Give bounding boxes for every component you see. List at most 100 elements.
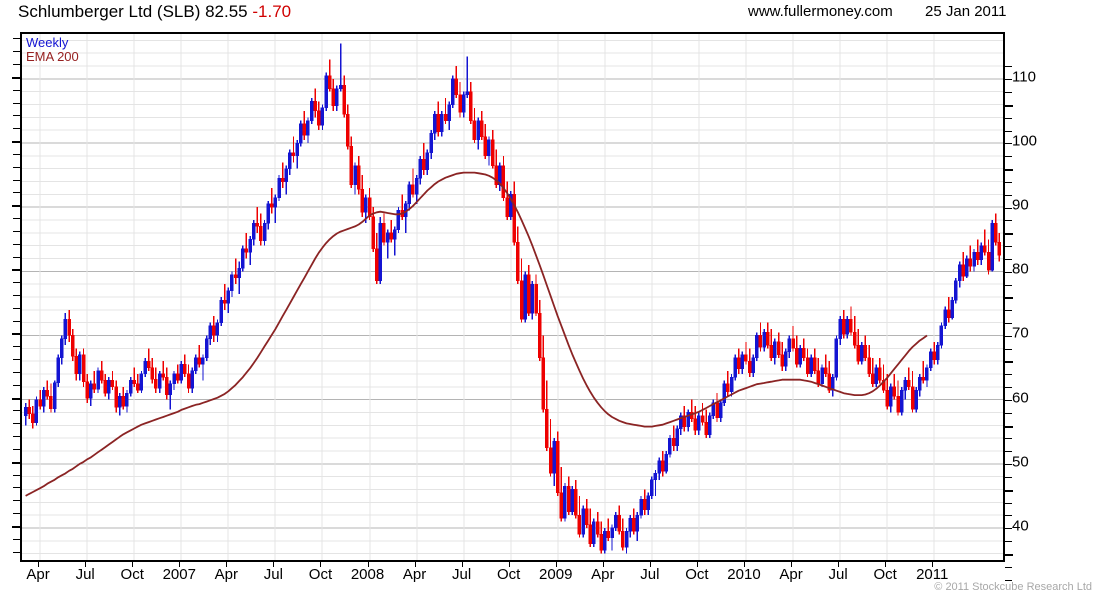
y-tick-right — [1005, 566, 1012, 568]
y-tick-right — [1005, 374, 1012, 376]
y-tick-left — [13, 346, 20, 348]
x-axis-label: Oct — [685, 566, 709, 583]
y-tick-left — [13, 538, 20, 540]
y-tick-right — [1005, 412, 1012, 414]
x-tick-mark — [743, 562, 745, 567]
y-tick-left — [13, 153, 20, 155]
x-axis-label: 2011 — [916, 566, 949, 583]
y-tick-right — [1005, 156, 1012, 158]
y-tick-right — [1005, 464, 1012, 466]
y-tick-left — [13, 115, 20, 117]
x-axis-label: Jul — [828, 566, 848, 583]
x-tick-mark — [38, 562, 40, 567]
y-tick-right — [1005, 130, 1012, 132]
y-tick-left — [12, 269, 20, 272]
x-tick-mark — [367, 562, 369, 567]
y-tick-left — [13, 474, 20, 476]
instrument-quote: Schlumberger Ltd (SLB) 82.55 — [18, 2, 253, 21]
y-tick-left — [12, 397, 20, 400]
chart-header: Schlumberger Ltd (SLB) 82.55 -1.70 www.f… — [0, 0, 1100, 28]
source-website: www.fullermoney.com — [748, 3, 893, 20]
y-tick-right — [1005, 528, 1012, 530]
x-tick-mark — [885, 562, 887, 567]
y-tick-right — [1005, 117, 1012, 119]
x-tick-mark — [461, 562, 463, 567]
y-axis-label: 50 — [1012, 453, 1029, 471]
x-axis-label: Jul — [452, 566, 472, 583]
x-axis-label: Apr — [591, 566, 615, 583]
plot-area-wrapper: Weekly EMA 200 — [0, 28, 1100, 581]
y-tick-right — [1005, 258, 1012, 260]
legend-item-ema200: EMA 200 — [26, 48, 79, 64]
y-tick-right — [1005, 220, 1012, 222]
y-tick-right — [1005, 66, 1012, 68]
y-tick-left — [13, 410, 20, 412]
y-tick-left — [13, 218, 20, 220]
y-tick-right — [1005, 438, 1012, 440]
x-tick-mark — [932, 562, 934, 567]
x-tick-mark — [320, 562, 322, 567]
y-tick-left — [13, 423, 20, 425]
x-tick-mark — [179, 562, 181, 567]
y-tick-right — [1005, 297, 1013, 300]
price-chart-plot[interactable]: Weekly EMA 200 — [20, 32, 1005, 562]
y-tick-left — [13, 320, 20, 322]
y-tick-right — [1005, 104, 1013, 107]
x-axis-label: 2010 — [727, 566, 761, 583]
y-tick-right — [1005, 489, 1013, 492]
y-tick-right — [1005, 399, 1012, 401]
price-change: -1.70 — [252, 2, 292, 21]
page-title: Schlumberger Ltd (SLB) 82.55 -1.70 — [18, 2, 291, 22]
y-tick-left — [13, 371, 20, 373]
y-axis-label: 40 — [1012, 517, 1029, 535]
y-tick-left — [13, 359, 20, 361]
copyright-notice: © 2011 Stockcube Research Ltd — [934, 581, 1092, 593]
x-axis-label: 2008 — [350, 566, 385, 583]
y-tick-left — [12, 141, 20, 144]
y-tick-right — [1005, 579, 1012, 581]
x-axis-label: Oct — [497, 566, 521, 583]
y-tick-left — [13, 179, 20, 181]
y-tick-right — [1005, 323, 1012, 324]
y-axis-label: 110 — [1012, 68, 1036, 86]
y-tick-left — [13, 384, 20, 386]
y-tick-right — [1005, 310, 1012, 312]
x-tick-mark — [273, 562, 275, 567]
x-tick-mark — [508, 562, 510, 567]
y-tick-right — [1005, 348, 1012, 350]
y-tick-left — [13, 256, 20, 258]
y-axis-label: 100 — [1012, 132, 1038, 150]
x-tick-mark — [226, 562, 228, 567]
y-tick-right — [1005, 502, 1012, 504]
y-tick-right — [1005, 194, 1012, 196]
y-axis-ticks — [1005, 60, 1013, 590]
y-tick-left — [13, 295, 20, 296]
y-tick-right — [1005, 271, 1012, 273]
y-tick-right — [1005, 425, 1013, 428]
y-tick-left — [13, 282, 20, 284]
x-axis-label: Oct — [873, 566, 897, 583]
x-axis-label: Oct — [308, 566, 333, 583]
y-tick-left — [13, 166, 20, 168]
y-tick-left — [13, 448, 20, 450]
y-tick-right — [1005, 361, 1013, 364]
x-tick-mark — [555, 562, 557, 567]
x-tick-mark — [649, 562, 651, 567]
y-tick-left — [13, 513, 20, 515]
y-tick-right — [1005, 515, 1012, 517]
x-axis-label: Oct — [120, 566, 144, 583]
y-tick-left — [12, 461, 20, 464]
x-tick-mark — [602, 562, 604, 567]
legend-item-weekly: Weekly — [26, 35, 69, 50]
y-tick-left — [13, 89, 20, 91]
y-tick-left — [13, 102, 20, 104]
y-axis-label: 90 — [1012, 196, 1029, 214]
y-tick-right — [1005, 335, 1012, 337]
y-axis-label: 70 — [1012, 324, 1029, 342]
x-tick-mark — [132, 562, 134, 567]
y-tick-left — [13, 243, 20, 245]
y-tick-right — [1005, 553, 1013, 556]
y-tick-left — [13, 230, 20, 232]
y-tick-right — [1005, 451, 1012, 453]
